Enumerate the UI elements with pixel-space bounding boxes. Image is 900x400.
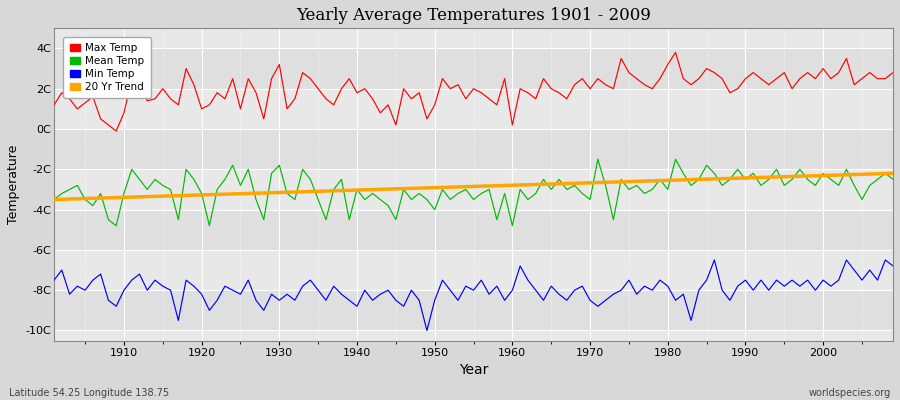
X-axis label: Year: Year — [459, 363, 488, 377]
Bar — [54, 48, 893, 89]
Y-axis label: Temperature: Temperature — [7, 145, 20, 224]
Bar — [54, 210, 893, 250]
Legend: Max Temp, Mean Temp, Min Temp, 20 Yr Trend: Max Temp, Mean Temp, Min Temp, 20 Yr Tre… — [63, 37, 150, 98]
Text: Latitude 54.25 Longitude 138.75: Latitude 54.25 Longitude 138.75 — [9, 388, 169, 398]
Bar — [54, 129, 893, 169]
Text: worldspecies.org: worldspecies.org — [809, 388, 891, 398]
Title: Yearly Average Temperatures 1901 - 2009: Yearly Average Temperatures 1901 - 2009 — [296, 7, 651, 24]
Bar — [54, 290, 893, 330]
